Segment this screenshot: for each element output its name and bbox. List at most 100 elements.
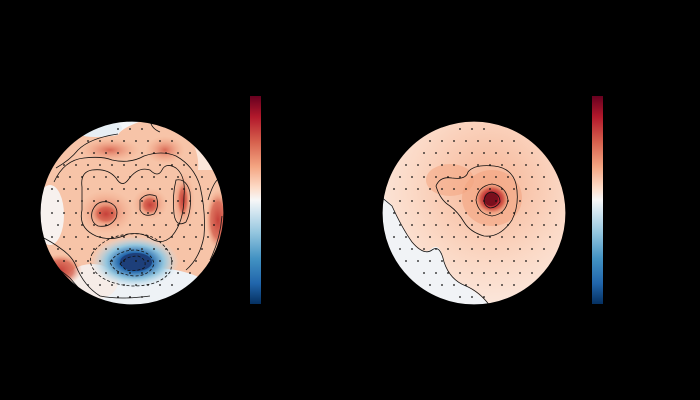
sensor-dot	[507, 200, 509, 202]
sensor-dot	[447, 200, 449, 202]
sensor-dot	[195, 188, 197, 190]
sensor-dot	[177, 248, 179, 250]
sensor-dot	[501, 188, 503, 190]
sensor-dot	[177, 200, 179, 202]
sensor-dot	[69, 248, 71, 250]
sensor-dot	[453, 236, 455, 238]
sensor-dot	[153, 176, 155, 178]
sensor-dot	[129, 224, 131, 226]
sensor-dot	[501, 236, 503, 238]
sensor-dot	[105, 248, 107, 250]
sensor-dot	[471, 128, 473, 130]
sensor-dot	[135, 140, 137, 142]
sensor-dot	[153, 200, 155, 202]
sensor-dot	[501, 164, 503, 166]
sensor-dot	[531, 224, 533, 226]
sensor-dot	[69, 224, 71, 226]
sensor-dot	[459, 224, 461, 226]
sensor-dot	[171, 260, 173, 262]
sensor-dot	[495, 152, 497, 154]
topomap-right-field	[382, 121, 566, 305]
sensor-dot	[423, 152, 425, 154]
topomap-left	[39, 120, 225, 306]
sensor-dot	[105, 200, 107, 202]
topomap-left-field	[40, 121, 224, 305]
sensor-dot	[63, 236, 65, 238]
sensor-dot	[189, 152, 191, 154]
sensor-dot	[405, 164, 407, 166]
sensor-dot	[543, 248, 545, 250]
sensor-dot	[423, 248, 425, 250]
topomap-left-negative-contours	[90, 233, 173, 287]
sensor-dot	[423, 200, 425, 202]
sensor-dot	[87, 212, 89, 214]
sensor-dot	[405, 212, 407, 214]
sensor-dot	[483, 176, 485, 178]
sensor-dot	[207, 212, 209, 214]
sensor-dot	[471, 224, 473, 226]
sensor-dot	[441, 140, 443, 142]
sensor-dot	[183, 164, 185, 166]
sensor-dot	[213, 200, 215, 202]
sensor-dot	[57, 224, 59, 226]
sensor-dot	[543, 224, 545, 226]
sensor-dot	[531, 272, 533, 274]
sensor-dot	[87, 236, 89, 238]
sensor-dot	[81, 200, 83, 202]
sensor-dot	[63, 212, 65, 214]
sensor-dot	[141, 272, 143, 274]
sensor-dot	[123, 164, 125, 166]
sensor-dot	[201, 176, 203, 178]
sensor-dot	[105, 272, 107, 274]
sensor-dot	[399, 176, 401, 178]
sensor-dot	[465, 140, 467, 142]
colorbar-right	[592, 96, 603, 304]
sensor-dot	[93, 152, 95, 154]
sensor-dot	[63, 188, 65, 190]
sensor-dot	[417, 212, 419, 214]
sensor-dot	[99, 188, 101, 190]
sensor-dot	[165, 176, 167, 178]
sensor-dot	[465, 164, 467, 166]
sensor-dot	[441, 260, 443, 262]
sensor-dot	[75, 212, 77, 214]
sensor-dot	[417, 188, 419, 190]
sensor-dot	[177, 224, 179, 226]
sensor-dot	[465, 236, 467, 238]
sensor-dot	[159, 140, 161, 142]
sensor-dot	[165, 152, 167, 154]
sensor-dot	[519, 176, 521, 178]
sensor-dot	[105, 152, 107, 154]
sensor-dot	[459, 176, 461, 178]
sensor-dot	[393, 188, 395, 190]
sensor-dot	[447, 272, 449, 274]
sensor-dot	[471, 248, 473, 250]
sensor-dot	[453, 212, 455, 214]
sensor-dot	[93, 272, 95, 274]
sensor-dot	[141, 128, 143, 130]
sensor-dot	[141, 200, 143, 202]
sensor-dot	[435, 248, 437, 250]
sensor-dot	[489, 140, 491, 142]
sensor-dot	[111, 260, 113, 262]
sensor-dot	[411, 176, 413, 178]
sensor-dot	[441, 164, 443, 166]
sensor-dot	[489, 260, 491, 262]
sensor-dot	[531, 200, 533, 202]
sensor-dot	[555, 224, 557, 226]
sensor-dot	[99, 140, 101, 142]
sensor-dot	[159, 260, 161, 262]
topomap-right-sensors	[393, 128, 557, 298]
sensor-dot	[513, 212, 515, 214]
sensor-dot	[93, 248, 95, 250]
sensor-dot	[507, 224, 509, 226]
sensor-dot	[135, 260, 137, 262]
sensor-dot	[423, 272, 425, 274]
sensor-dot	[57, 248, 59, 250]
sensor-dot	[105, 224, 107, 226]
sensor-dot	[87, 284, 89, 286]
sensor-dot	[435, 272, 437, 274]
sensor-dot	[543, 200, 545, 202]
sensor-dot	[453, 140, 455, 142]
sensor-dot	[477, 164, 479, 166]
